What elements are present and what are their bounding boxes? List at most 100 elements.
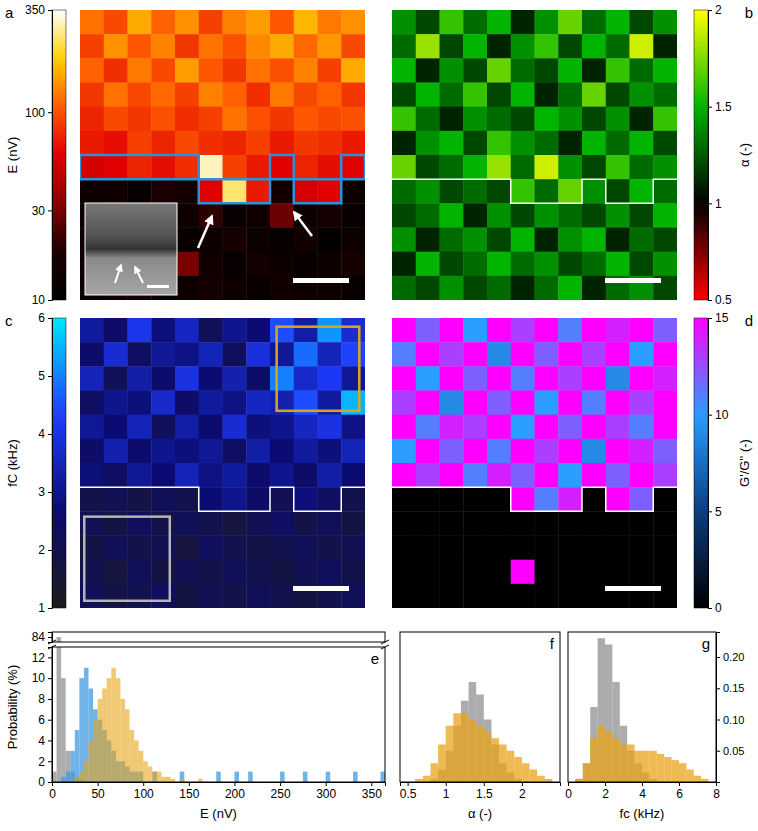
bar [88,740,93,782]
bar [380,772,385,782]
cell [606,366,630,391]
cell [440,511,464,536]
bar [102,689,107,782]
cell [223,34,247,59]
cell [151,179,175,204]
cell [440,203,464,228]
bar [234,772,239,782]
tick-mark [48,112,52,113]
cell [416,391,440,416]
cell [104,536,128,561]
plot-frame [52,647,385,782]
tick-label: 0.10 [723,714,744,726]
cell [223,83,247,108]
cell [199,58,223,83]
cell [440,228,464,253]
axis-line [53,783,386,787]
plot-frame [400,632,560,782]
plot-frame [568,632,716,782]
bar [130,730,135,782]
bar [120,699,125,782]
cell [440,342,464,367]
cell [511,179,535,204]
cell [558,511,582,536]
cell [294,487,318,512]
axis-line [717,633,721,783]
region-box [277,327,360,411]
bar [152,772,157,782]
cell [630,318,654,343]
cell [318,252,342,277]
cell [511,34,535,59]
cell [606,511,630,536]
cell [558,318,582,343]
cell [558,536,582,561]
cell [318,463,342,488]
tick-mark [48,376,52,377]
cell [416,203,440,228]
cell [199,415,223,440]
cell [630,342,654,367]
cell [223,228,247,253]
cell [318,34,342,59]
cell [392,228,416,253]
bar [107,678,112,782]
bars [52,647,385,782]
cell [341,252,365,277]
cell [558,463,582,488]
bar [484,720,492,783]
panel-letter: e [371,650,379,667]
cell [416,179,440,204]
cell [175,463,199,488]
axis: 051015 [708,311,729,615]
cell [606,487,630,512]
bar [70,751,75,782]
cell [80,463,104,488]
cell [318,107,342,132]
cell [440,10,464,35]
cell [151,342,175,367]
cell [511,511,535,536]
tick-label: 84 [32,630,46,644]
cell [606,10,630,35]
cell [653,366,677,391]
axis-line [569,783,717,787]
tick: 300 [316,782,336,801]
cell [128,10,152,35]
cell [535,107,559,132]
axis: 1030100350 [25,3,53,307]
tick: 8 [713,782,720,801]
cell [270,463,294,488]
cell [535,228,559,253]
cell [487,107,511,132]
cell [463,415,487,440]
cell [463,439,487,464]
cell [558,366,582,391]
cell [104,179,128,204]
cell [653,131,677,156]
cell [630,10,654,35]
cell [653,228,677,253]
cell [246,463,270,488]
cell [487,415,511,440]
cell [151,511,175,536]
bar [148,766,153,782]
cell [270,366,294,391]
cell [440,155,464,180]
cell [246,252,270,277]
scale-bar [293,586,349,591]
cell [487,487,511,512]
tick: 6 [38,713,52,727]
tick: 4 [38,427,52,441]
cell [270,10,294,35]
cell [128,487,152,512]
cell [535,511,559,536]
cell [294,415,318,440]
cell [392,10,416,35]
boundary-line [392,179,677,203]
cell [294,179,318,204]
cell [582,366,606,391]
cell [630,536,654,561]
cell [463,228,487,253]
cell [392,487,416,512]
